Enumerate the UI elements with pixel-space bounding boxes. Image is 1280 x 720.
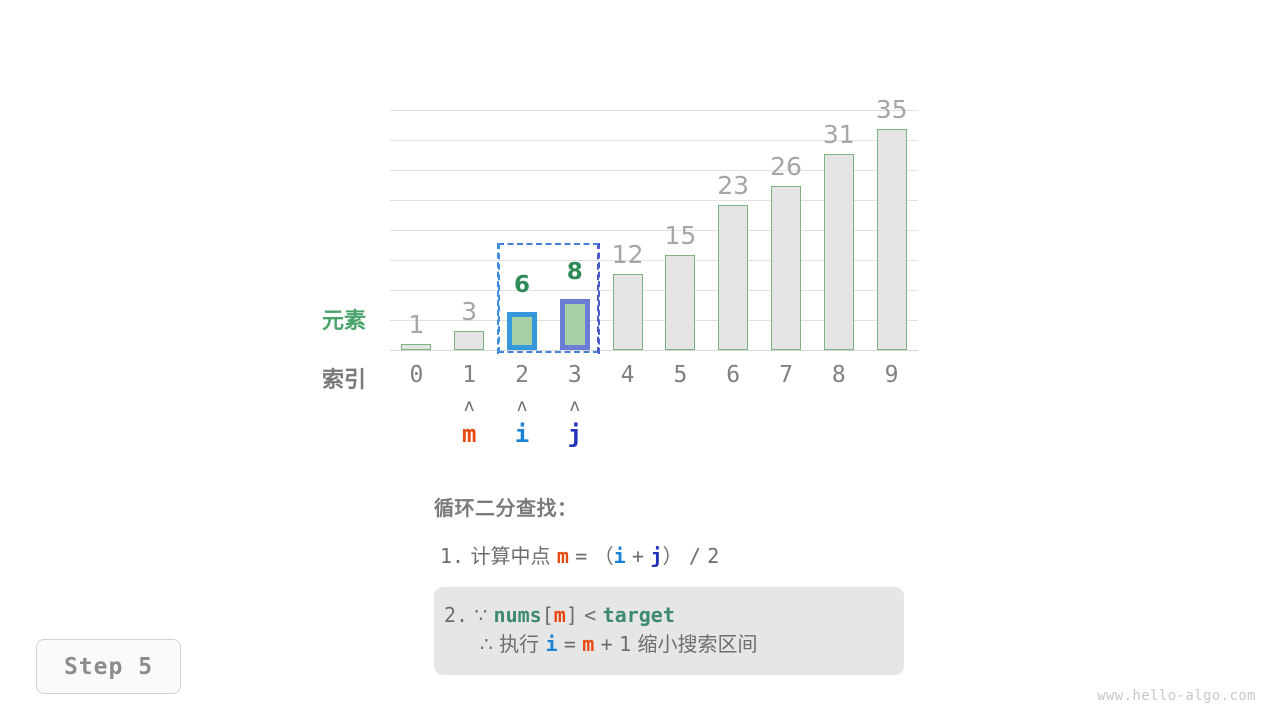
gridline <box>390 200 918 201</box>
step2-target: target <box>602 603 675 627</box>
gridline <box>390 320 918 321</box>
step2-bracket-close: ] <box>565 603 578 627</box>
pointer-caret-j: ʌ <box>569 396 580 416</box>
bar <box>612 274 643 350</box>
pointer-caret-m: ʌ <box>464 396 475 416</box>
gridline <box>390 140 918 141</box>
bar-value-label: 6 <box>513 272 530 299</box>
step2-bracket-open: [ <box>541 603 554 627</box>
bar <box>454 331 485 350</box>
step1-equals: = <box>575 544 588 568</box>
step2-number: 2. <box>444 603 469 627</box>
index-label: 1 <box>462 362 477 388</box>
bars-container <box>0 0 1280 350</box>
bar <box>823 154 854 350</box>
row-label-index: 索引 <box>322 368 367 393</box>
bar-value-label: 31 <box>822 120 855 150</box>
gridline <box>390 110 918 111</box>
bar <box>718 204 749 350</box>
bar-value-label: 23 <box>717 170 750 200</box>
bar-highlighted <box>559 299 590 350</box>
gridline <box>390 290 918 291</box>
index-label: 7 <box>779 362 793 388</box>
bar <box>665 255 696 350</box>
gridline <box>390 170 918 171</box>
selection-range-box <box>497 242 600 354</box>
index-label: 3 <box>567 362 582 388</box>
axis-baseline <box>390 350 918 351</box>
index-label: 6 <box>726 362 741 388</box>
step2-nums: nums <box>493 603 542 627</box>
step2-var-m2: m <box>582 632 595 656</box>
pointer-label-m: m <box>461 420 477 448</box>
step2-equals: = <box>563 632 576 656</box>
step2-tail-text: 缩小搜索区间 <box>637 632 758 656</box>
step2-one: 1 <box>619 632 632 656</box>
bar-value-label: 35 <box>875 94 908 124</box>
pointer-label-i: i <box>514 420 530 448</box>
step1-number: 1. <box>440 544 465 568</box>
bar <box>876 128 907 350</box>
bar-highlighted <box>507 312 537 350</box>
bar-value-label: 1 <box>408 309 425 339</box>
step2-therefore-symbol: ∴ <box>480 632 493 656</box>
step1-paren-open: （ <box>593 544 614 568</box>
step2-var-i: i <box>545 632 558 656</box>
watermark: www.hello-algo.com <box>1097 688 1256 704</box>
bar-value-label: 12 <box>611 240 644 270</box>
step1-paren-close: ） <box>662 544 683 568</box>
row-label-element: 元素 <box>322 309 367 334</box>
step1-slash: / <box>688 544 701 568</box>
step1-text: 计算中点 <box>470 544 551 568</box>
step1-divisor: 2 <box>707 544 720 568</box>
explanation-step-1: 1. 计算中点 m = （i + j） / 2 <box>434 542 904 571</box>
gridline <box>390 260 918 261</box>
step1-var-j: j <box>650 544 663 568</box>
step2-exec: 执行 <box>499 632 540 656</box>
explanation-step-2: 2. ∵ nums[m] < target ∴ 执行 i = m + 1 缩小搜… <box>434 587 904 675</box>
step-badge: Step 5 <box>36 639 181 694</box>
bar-value-label: 15 <box>664 221 697 251</box>
bar-value-label: 8 <box>566 259 583 286</box>
step1-plus: + <box>632 544 645 568</box>
index-label: 9 <box>884 362 899 388</box>
bar-value-label: 3 <box>461 297 478 327</box>
index-label: 2 <box>515 362 529 388</box>
step2-line-1: 2. ∵ nums[m] < target <box>444 601 886 630</box>
step2-because-symbol: ∵ <box>474 603 488 627</box>
bar <box>771 185 801 350</box>
step2-var-m: m <box>553 603 566 627</box>
explanation-block: 循环二分查找： 1. 计算中点 m = （i + j） / 2 2. ∵ num… <box>434 492 904 675</box>
step1-var-i: i <box>613 544 626 568</box>
step2-less-than: < <box>584 603 597 627</box>
index-label: 5 <box>673 362 688 388</box>
explanation-title: 循环二分查找： <box>434 496 578 520</box>
bar <box>401 343 432 350</box>
bar-value-label: 26 <box>770 151 802 181</box>
step2-plus: + <box>600 632 613 656</box>
index-label: 4 <box>620 362 635 388</box>
pointer-caret-i: ʌ <box>516 396 528 416</box>
step1-var-m: m <box>556 544 569 568</box>
index-label: 0 <box>409 362 424 388</box>
pointer-label-j: j <box>567 420 583 448</box>
step2-line-2: ∴ 执行 i = m + 1 缩小搜索区间 <box>444 630 886 659</box>
gridline <box>390 230 918 231</box>
index-label: 8 <box>831 362 846 388</box>
